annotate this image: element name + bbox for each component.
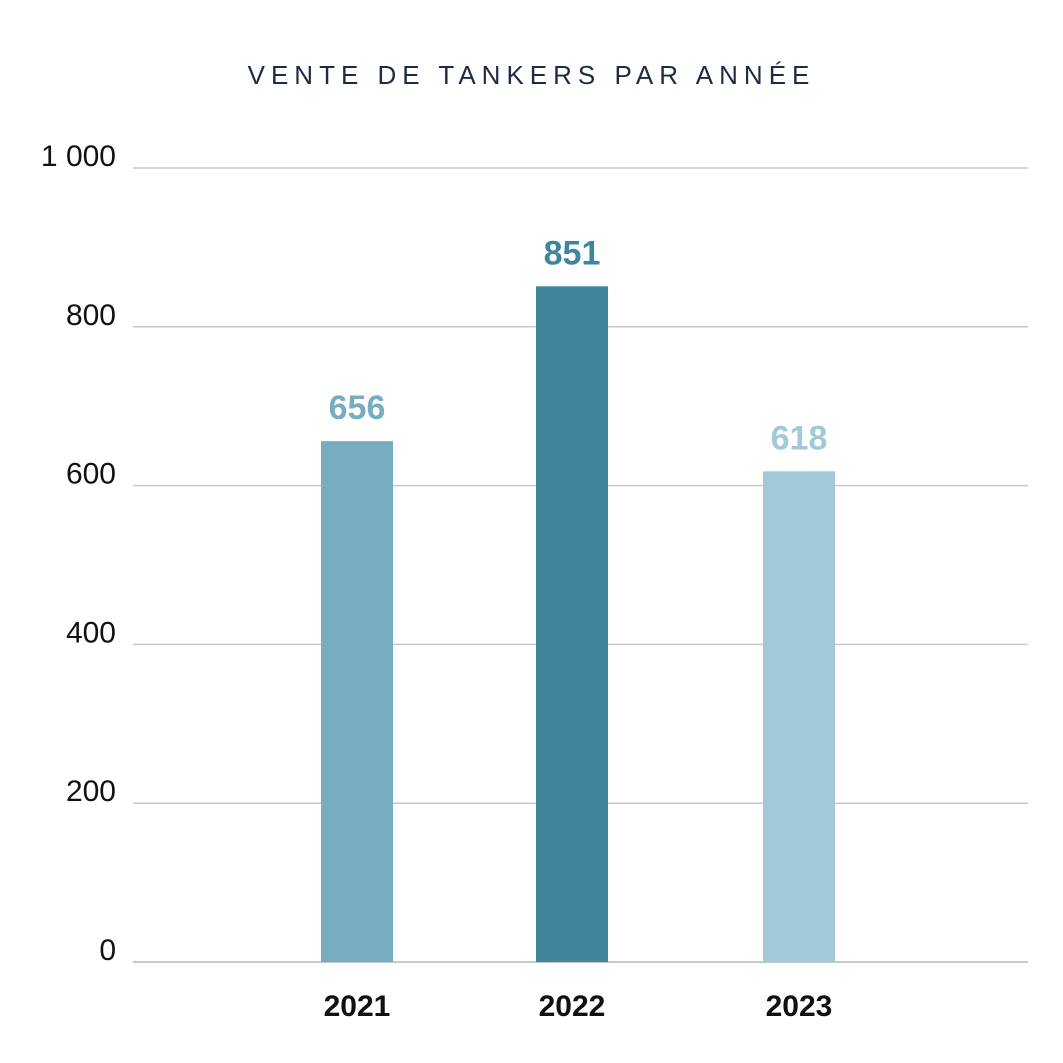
y-axis-ticks: 0 200 400 600 800 1 000: [41, 140, 116, 967]
y-tick-label: 400: [66, 616, 116, 649]
x-axis-ticks: 2021 2022 2023: [324, 990, 833, 1023]
x-tick-label: 2021: [324, 990, 391, 1023]
y-tick-label: 1 000: [41, 140, 116, 173]
data-label-2023: 618: [771, 419, 828, 457]
bars: [321, 286, 835, 962]
data-labels: 656 851 618: [329, 234, 828, 457]
data-label-2022: 851: [544, 234, 601, 272]
x-tick-label: 2022: [539, 990, 606, 1023]
x-tick-label: 2023: [766, 990, 833, 1023]
y-tick-label: 0: [99, 934, 116, 967]
y-tick-label: 800: [66, 299, 116, 332]
y-tick-label: 200: [66, 775, 116, 808]
data-label-2021: 656: [329, 389, 386, 427]
bar-2022: [536, 286, 608, 962]
chart-title: VENTE DE TANKERS PAR ANNÉE: [247, 60, 816, 90]
y-tick-label: 600: [66, 458, 116, 491]
bar-2023: [763, 471, 835, 962]
bar-2021: [321, 441, 393, 962]
